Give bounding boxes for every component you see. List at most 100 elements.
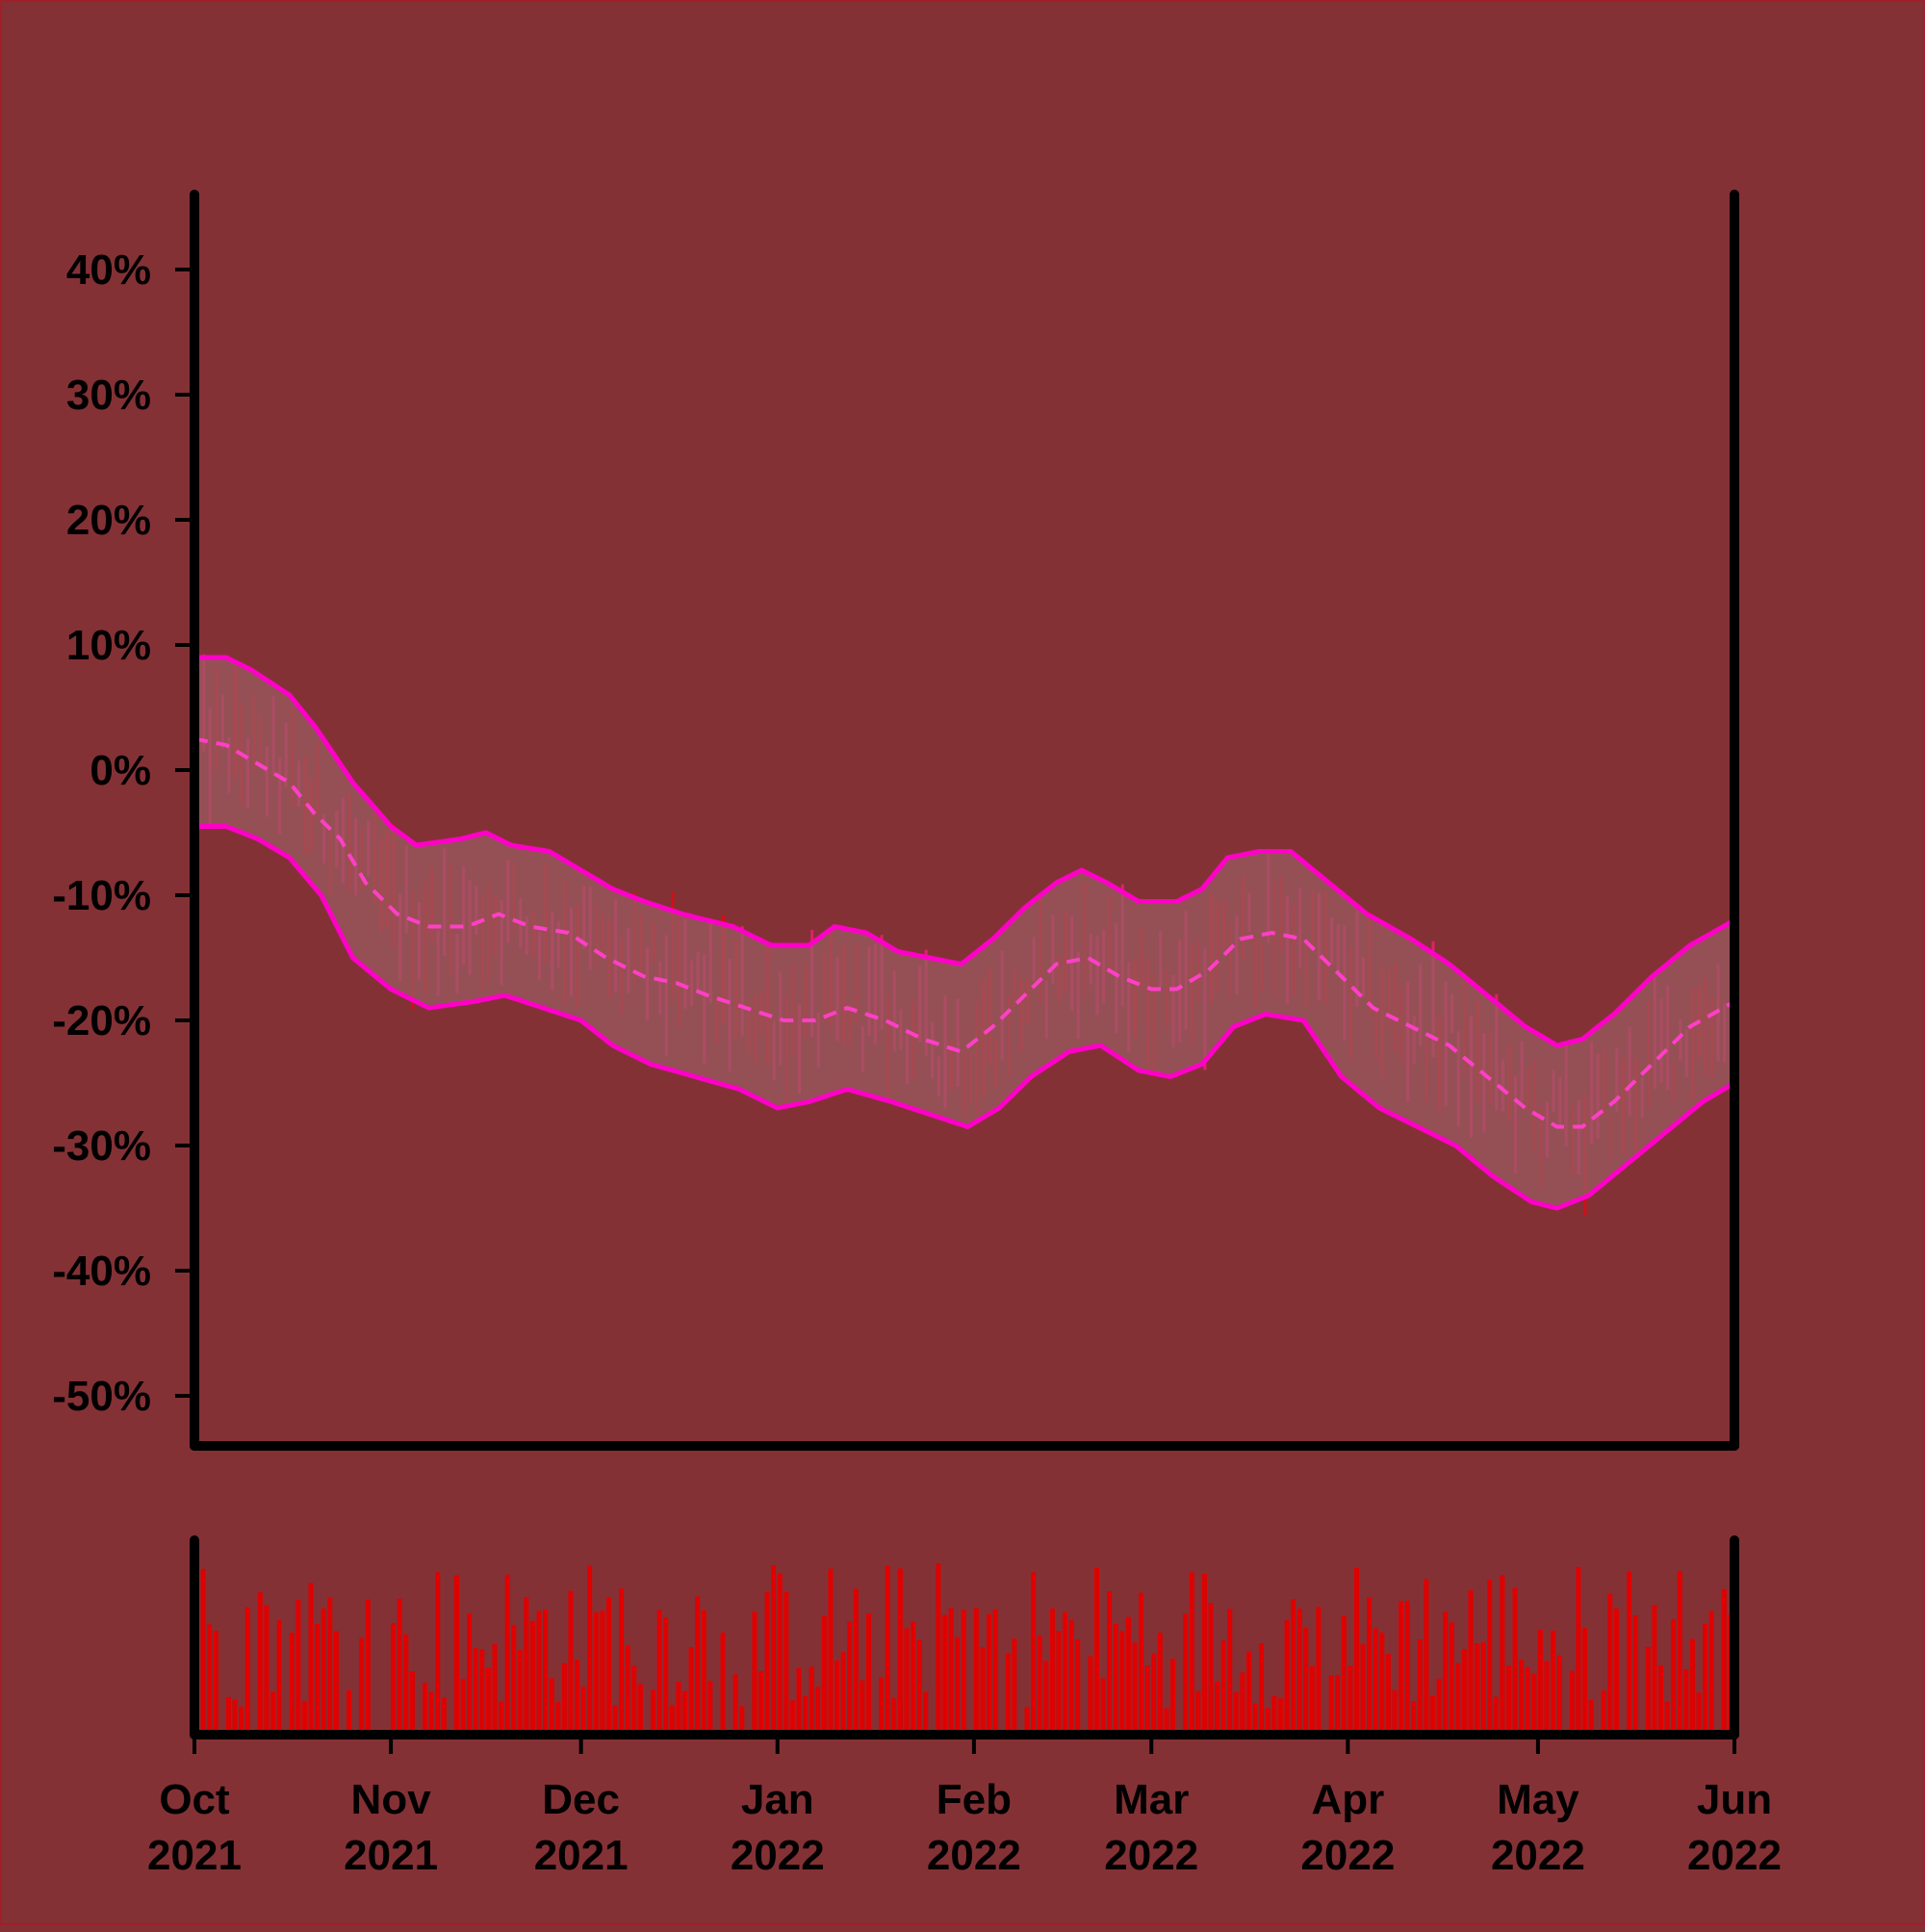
volume-bar bbox=[1107, 1591, 1113, 1735]
volume-bar bbox=[681, 1690, 687, 1735]
volume-bar bbox=[359, 1637, 365, 1735]
volume-bar bbox=[1581, 1628, 1587, 1735]
volume-bar bbox=[423, 1683, 428, 1735]
volume-bar bbox=[549, 1678, 554, 1735]
volume-bar bbox=[1385, 1654, 1391, 1735]
volume-bar bbox=[1576, 1566, 1581, 1735]
volume-bar bbox=[1632, 1615, 1638, 1735]
volume-bar bbox=[1024, 1707, 1030, 1735]
volume-bar bbox=[777, 1573, 783, 1735]
volume-bar bbox=[1208, 1603, 1214, 1735]
volume-bar bbox=[1088, 1656, 1093, 1735]
volume-bar bbox=[1721, 1588, 1727, 1735]
volume-bar bbox=[213, 1631, 218, 1735]
volume-bar bbox=[1645, 1646, 1651, 1735]
volume-bar bbox=[865, 1612, 871, 1735]
volume-bar bbox=[1012, 1638, 1017, 1735]
volume-bar bbox=[676, 1682, 681, 1735]
volume-bar bbox=[1316, 1607, 1322, 1735]
volume-bar bbox=[536, 1610, 542, 1735]
y-tick-label: -50% bbox=[52, 1373, 151, 1420]
volume-bar bbox=[1157, 1633, 1163, 1735]
volume-bar bbox=[453, 1575, 459, 1735]
volume-bar bbox=[948, 1608, 954, 1735]
y-tick-label: 20% bbox=[66, 497, 151, 544]
volume-bar bbox=[1056, 1631, 1062, 1735]
volume-bar bbox=[771, 1565, 777, 1735]
volume-bar bbox=[1353, 1567, 1359, 1735]
volume-bar bbox=[758, 1670, 764, 1735]
volume-bar bbox=[1037, 1636, 1042, 1735]
volume-bar bbox=[479, 1649, 485, 1735]
volume-bar bbox=[961, 1610, 966, 1735]
volume-bar bbox=[485, 1667, 491, 1735]
volume-bar bbox=[1265, 1708, 1270, 1735]
x-tick-label-month: May bbox=[1497, 1776, 1579, 1823]
volume-bar bbox=[207, 1624, 213, 1735]
volume-bar bbox=[1500, 1575, 1505, 1735]
volume-bar bbox=[612, 1705, 618, 1735]
volume-bar bbox=[619, 1588, 625, 1735]
volume-bar bbox=[264, 1605, 270, 1735]
volume-bar bbox=[992, 1609, 998, 1735]
volume-bar bbox=[308, 1583, 314, 1735]
x-tick-label-month: Oct bbox=[159, 1776, 230, 1823]
x-tick-label-month: Mar bbox=[1114, 1776, 1189, 1823]
volume-bar bbox=[593, 1611, 599, 1735]
volume-panel: Oct 2021 Nov 2021 Dec 2021 Jan 2022 Feb 2022 Mar 20… bbox=[147, 1535, 1782, 1879]
volume-bar bbox=[1627, 1571, 1632, 1735]
y-tick-label: -30% bbox=[52, 1122, 151, 1170]
volume-bar bbox=[1049, 1609, 1055, 1735]
volume-bar bbox=[1551, 1630, 1556, 1735]
volume-bar bbox=[1429, 1695, 1435, 1735]
volume-bar bbox=[1588, 1699, 1594, 1735]
volume-bar bbox=[321, 1608, 326, 1735]
volume-bar bbox=[1113, 1623, 1118, 1735]
volume-bar bbox=[1411, 1700, 1417, 1735]
volume-bar bbox=[1144, 1665, 1150, 1735]
volume-bar bbox=[1309, 1665, 1315, 1735]
x-tick-label-year: 2022 bbox=[927, 1832, 1021, 1879]
volume-bar bbox=[327, 1597, 333, 1735]
volume-bar bbox=[936, 1563, 941, 1735]
volume-bar bbox=[1480, 1642, 1486, 1735]
volume-bar bbox=[270, 1691, 276, 1735]
volume-bar bbox=[492, 1643, 498, 1735]
volume-bar bbox=[257, 1592, 263, 1735]
x-tick-label-year: 2022 bbox=[1491, 1832, 1585, 1879]
volume-bar bbox=[1417, 1639, 1423, 1735]
volume-bar bbox=[1601, 1689, 1606, 1735]
volume-bar bbox=[1291, 1599, 1296, 1735]
volume-bar bbox=[1093, 1567, 1099, 1735]
volume-bar bbox=[834, 1660, 840, 1735]
volume-bar bbox=[244, 1607, 250, 1735]
y-tick-label: -40% bbox=[52, 1248, 151, 1295]
volume-bar bbox=[1607, 1593, 1613, 1735]
x-tick-label-year: 2022 bbox=[1687, 1832, 1782, 1879]
volume-bar bbox=[289, 1633, 295, 1735]
volume-bar bbox=[808, 1666, 814, 1735]
volume-bar bbox=[980, 1647, 986, 1735]
volume-bar bbox=[656, 1610, 662, 1735]
volume-bar bbox=[1360, 1643, 1366, 1735]
volume-bar bbox=[1132, 1642, 1138, 1735]
volume-bar bbox=[1335, 1675, 1341, 1735]
volume-bar bbox=[637, 1684, 643, 1735]
volume-bar bbox=[1252, 1703, 1258, 1735]
volume-bar bbox=[441, 1697, 447, 1735]
volume-bar bbox=[1525, 1666, 1530, 1735]
bollinger-band-fill bbox=[194, 657, 1734, 1208]
volume-bar bbox=[1424, 1579, 1429, 1735]
volume-bar bbox=[580, 1686, 586, 1735]
volume-bar bbox=[853, 1588, 859, 1735]
volume-bar bbox=[1379, 1632, 1385, 1735]
volume-bar bbox=[1531, 1673, 1537, 1735]
volume-bar bbox=[1652, 1605, 1657, 1735]
volume-bar bbox=[739, 1706, 745, 1735]
volume-bar bbox=[239, 1706, 244, 1735]
volume-bar bbox=[904, 1628, 910, 1735]
volume-bar bbox=[1443, 1611, 1449, 1735]
volume-bar bbox=[1341, 1616, 1347, 1735]
x-tick-label-year: 2021 bbox=[147, 1832, 242, 1879]
